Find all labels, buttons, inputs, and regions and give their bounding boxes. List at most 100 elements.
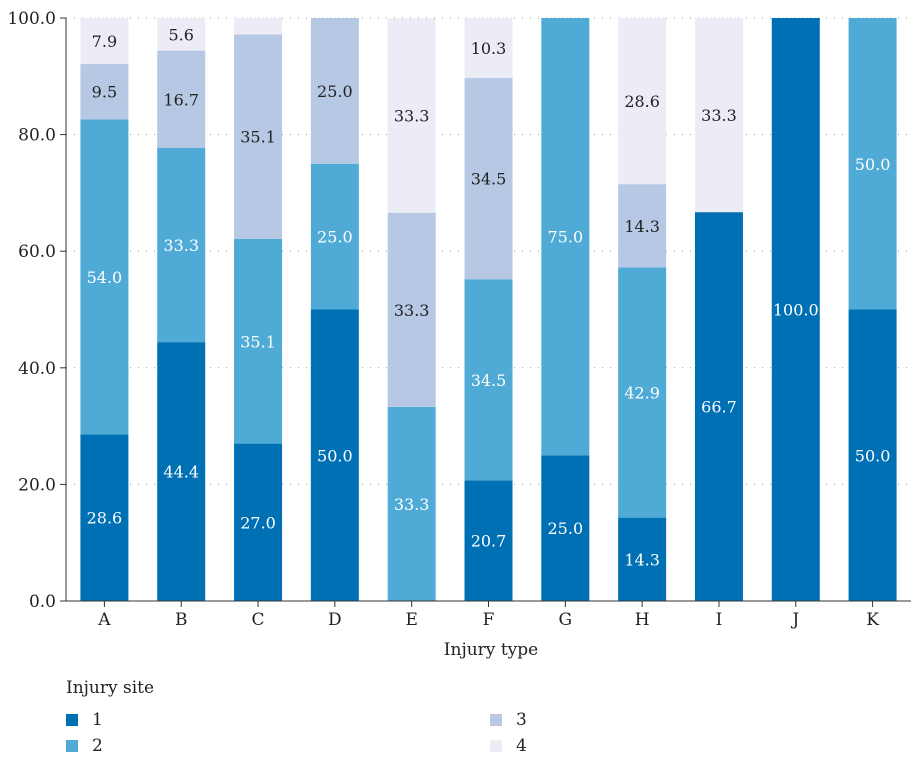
data-label: 10.3: [471, 39, 507, 58]
data-label: 28.6: [624, 92, 660, 111]
bar-segment: [618, 18, 667, 185]
data-label: 14.3: [624, 217, 660, 236]
legend-item-3: 3: [490, 710, 527, 730]
data-label: 35.1: [240, 332, 276, 351]
legend-label-2: 2: [92, 736, 103, 756]
bar-segment: [157, 18, 206, 51]
data-label: 54.0: [87, 268, 123, 287]
legend-label-3: 3: [516, 710, 527, 730]
x-tick-label: E: [405, 610, 417, 630]
legend-swatch-3: [490, 714, 502, 726]
bar-segment: [157, 148, 206, 343]
x-tick-label: H: [635, 610, 650, 630]
data-label: 16.7: [163, 90, 199, 109]
bar-segment: [80, 18, 129, 65]
data-label: 33.3: [394, 495, 430, 514]
bar-segment: [694, 18, 743, 213]
y-tick-label: 20.0: [18, 475, 56, 495]
bar-segment: [541, 455, 590, 601]
x-tick-label: D: [328, 610, 342, 630]
bar-segment: [618, 184, 667, 268]
data-label: 35.1: [240, 128, 276, 147]
data-label: 33.3: [701, 106, 737, 125]
y-tick-label: 80.0: [18, 126, 56, 146]
bar-segment: [80, 434, 129, 601]
axes: 0.0 20.0 40.0 60.0 80.0 100.0 A B C D E F G H I J K: [7, 9, 911, 630]
legend-title: Injury site: [66, 678, 155, 698]
x-tick-label: C: [252, 610, 265, 630]
bar-segment: [310, 18, 359, 164]
data-label: 50.0: [855, 155, 891, 174]
legend-item-2: 2: [66, 736, 103, 756]
data-label: 9.5: [92, 83, 117, 102]
stacked-bar-chart: 28.6 54.0 9.5 7.9 44.4 33.3 16.7 5.6 27.0 35.1 35.…: [7, 9, 911, 660]
bar-segment: [694, 212, 743, 602]
bar-segment: [618, 267, 667, 518]
bar-segment: [234, 34, 283, 239]
legend-swatch-1: [66, 714, 78, 726]
bar-segment: [387, 212, 436, 407]
legend-label-1: 1: [92, 710, 103, 730]
y-tick-label: 0.0: [29, 592, 56, 612]
legend-label-4: 4: [516, 736, 527, 756]
y-tick-label: 60.0: [18, 242, 56, 262]
x-tick-label: A: [97, 610, 111, 630]
data-label: 25.0: [317, 82, 353, 101]
x-tick-label: K: [866, 610, 879, 630]
y-tick-label: 40.0: [18, 359, 56, 379]
bar-segment: [464, 480, 513, 601]
data-label: 50.0: [317, 446, 353, 465]
bar-segment: [464, 78, 513, 280]
bar-segment: [387, 406, 436, 601]
x-tick-label: J: [790, 610, 799, 630]
bar-segment: [80, 64, 129, 120]
bar-segment: [310, 309, 359, 601]
bar-segment: [771, 18, 820, 601]
y-tick-label: 100.0: [7, 9, 56, 29]
data-label: 7.9: [92, 32, 117, 51]
data-label: 25.0: [317, 228, 353, 247]
bars: [80, 18, 897, 602]
data-label: 14.3: [624, 550, 660, 569]
x-tick-label: F: [483, 610, 495, 630]
data-label: 33.3: [394, 107, 430, 126]
data-label: 66.7: [701, 398, 737, 417]
legend: Injury site 1 2 3 4: [66, 678, 766, 758]
bar-segment: [848, 18, 897, 310]
bar-segment: [464, 18, 513, 79]
data-label: 44.4: [163, 463, 199, 482]
legend-item-4: 4: [490, 736, 527, 756]
data-label: 34.5: [471, 170, 507, 189]
data-label: 50.0: [855, 446, 891, 465]
legend-swatch-2: [66, 740, 78, 752]
bar-segment: [234, 18, 283, 35]
data-label: 33.3: [394, 301, 430, 320]
bar-segment: [157, 50, 206, 149]
bar-segment: [464, 279, 513, 481]
data-label: 33.3: [163, 236, 199, 255]
data-label: 5.6: [169, 25, 194, 44]
data-label: 27.0: [240, 513, 276, 532]
x-tick-label: I: [716, 610, 723, 630]
data-label: 34.5: [471, 371, 507, 390]
bar-segment: [157, 342, 206, 601]
bar-segment: [848, 309, 897, 601]
data-label: 100.0: [773, 301, 819, 320]
grid-lines: [66, 17, 911, 485]
data-label: 25.0: [548, 519, 584, 538]
bar-segment: [541, 18, 590, 456]
legend-swatch-4: [490, 740, 502, 752]
x-tick-label: B: [175, 610, 188, 630]
bar-segment: [234, 443, 283, 601]
x-tick-label: G: [559, 610, 573, 630]
bar-segment: [387, 18, 436, 213]
bar-segment: [310, 163, 359, 310]
data-label: 28.6: [87, 509, 123, 528]
x-axis-label: Injury type: [444, 640, 538, 660]
data-label: 75.0: [548, 228, 584, 247]
bar-segment: [618, 517, 667, 601]
segment-labels: 28.6 54.0 9.5 7.9 44.4 33.3 16.7 5.6 27.0 35.1 35.…: [87, 25, 891, 569]
legend-item-1: 1: [66, 710, 103, 730]
bar-segment: [80, 119, 129, 435]
data-label: 20.7: [471, 532, 507, 551]
